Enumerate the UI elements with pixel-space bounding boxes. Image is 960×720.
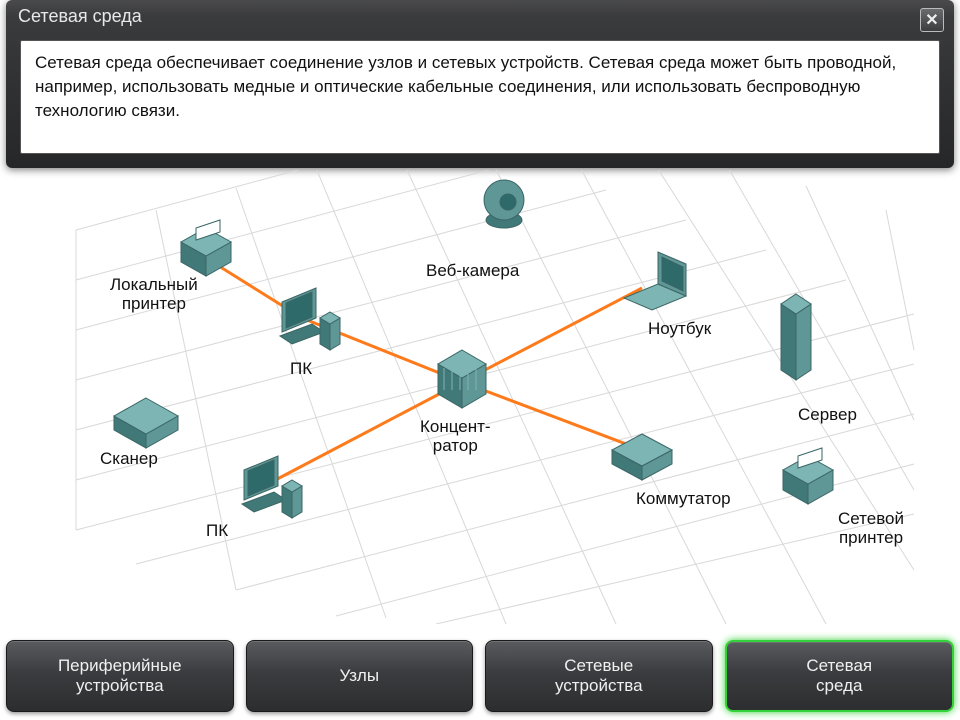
label-laptop: Ноутбук xyxy=(648,320,711,339)
label-webcam: Веб-камера xyxy=(426,262,519,281)
label-pc2: ПК xyxy=(206,522,228,541)
label-server: Сервер xyxy=(798,406,857,425)
category-button-nodes[interactable]: Узлы xyxy=(246,640,474,712)
label-pc1: ПК xyxy=(290,360,312,379)
close-icon[interactable]: ✕ xyxy=(920,8,944,32)
category-buttons: ПериферийныеустройстваУзлыСетевыеустройс… xyxy=(6,640,954,712)
info-panel: Сетевая среда ✕ Сетевая среда обеспечива… xyxy=(6,0,954,168)
label-local-printer: Локальныйпринтер xyxy=(110,276,198,313)
network-diagram: Локальныйпринтер ПК ПК Веб-камера Ноутбу… xyxy=(6,170,954,632)
category-button-medium[interactable]: Сетеваясреда xyxy=(725,640,955,712)
label-net-printer: Сетевойпринтер xyxy=(838,510,904,547)
label-switch: Коммутатор xyxy=(636,490,731,509)
category-button-peripherals[interactable]: Периферийныеустройства xyxy=(6,640,234,712)
panel-title: Сетевая среда xyxy=(18,6,142,27)
label-hub: Концент-ратор xyxy=(420,418,491,455)
category-button-netdev[interactable]: Сетевыеустройства xyxy=(485,640,713,712)
panel-description: Сетевая среда обеспечивает соединение уз… xyxy=(20,40,940,154)
label-scanner: Сканер xyxy=(100,450,158,469)
